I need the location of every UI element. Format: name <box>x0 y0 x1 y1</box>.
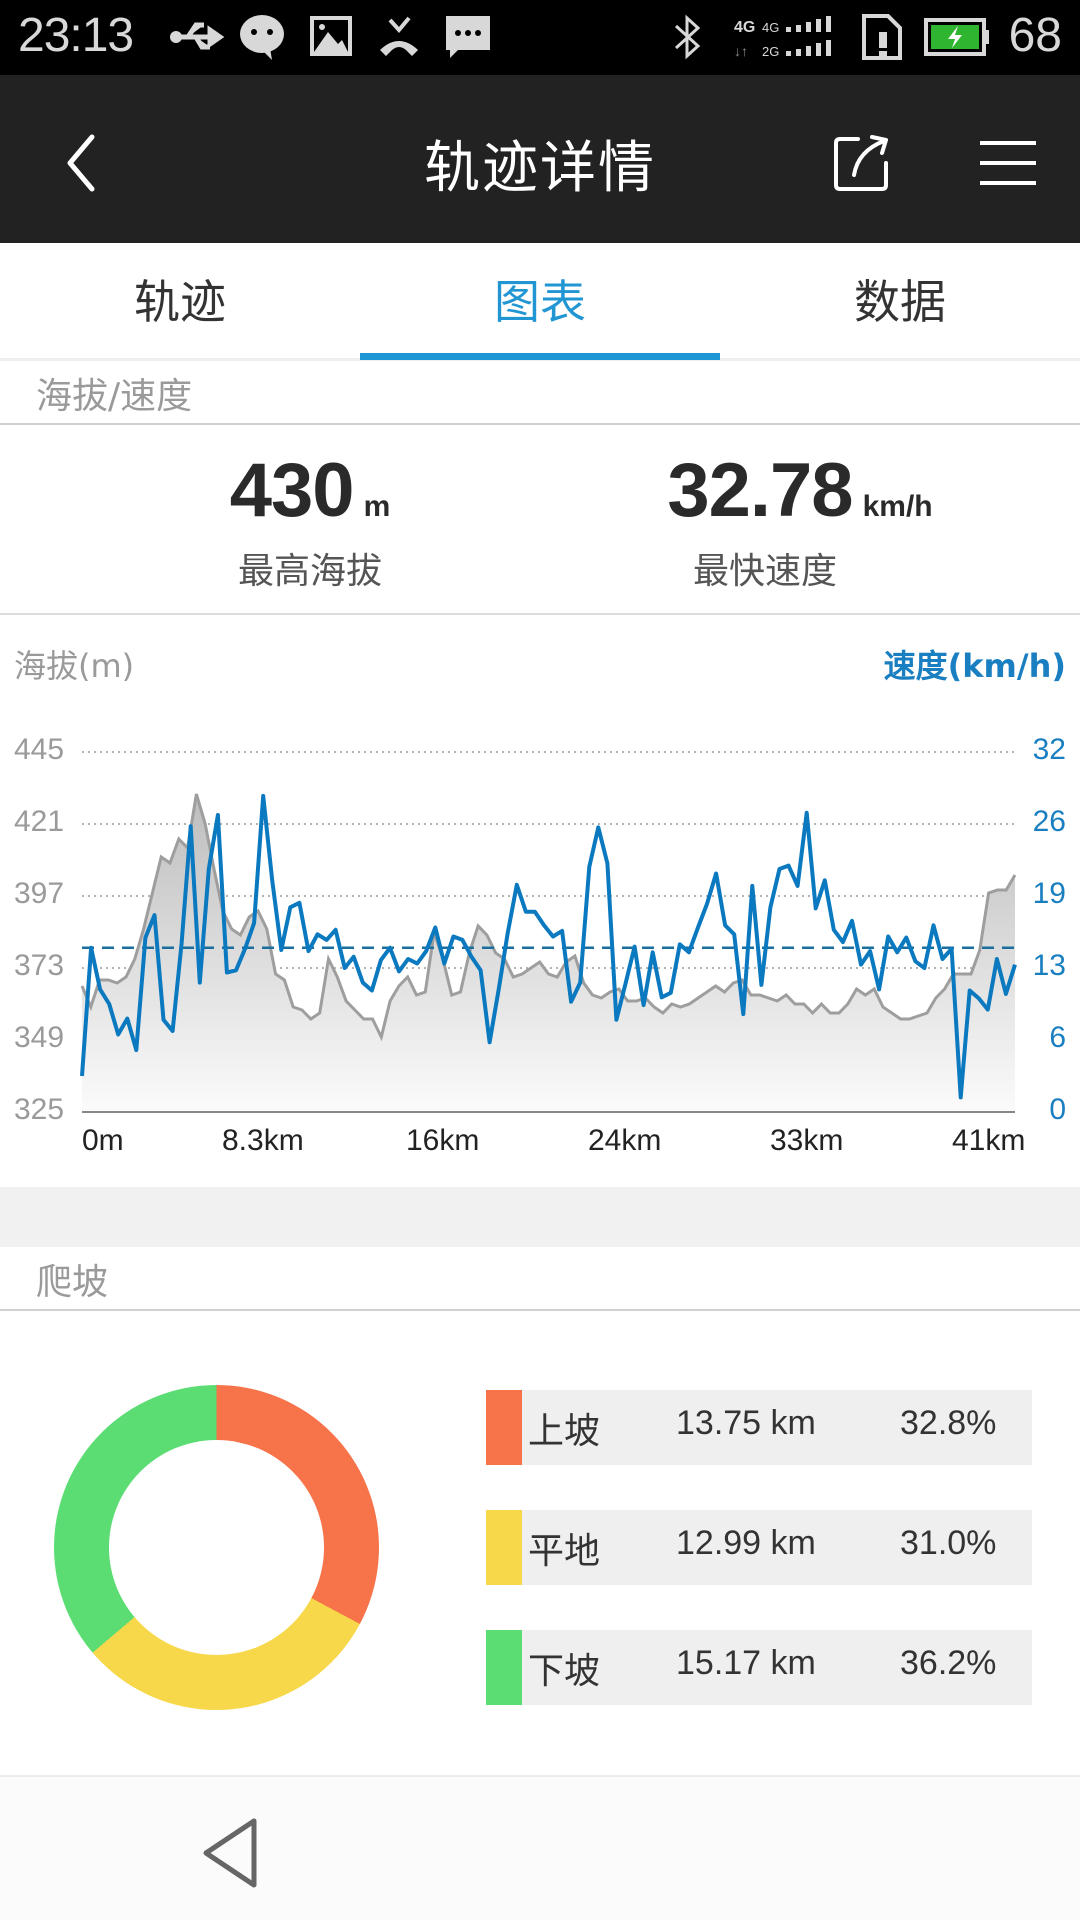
downhill-color-swatch <box>486 1630 522 1705</box>
y-tick-left: 421 <box>14 805 65 838</box>
legend-label: 下坡 <box>528 1651 601 1692</box>
svg-text:↓↑: ↓↑ <box>734 43 748 59</box>
tab-track[interactable]: 轨迹 <box>0 243 360 358</box>
tab-bar: 轨迹 图表 数据 <box>0 243 1080 361</box>
section-header-elevation-speed: 海拔/速度 <box>0 361 1080 425</box>
x-tick: 41km <box>952 1124 1026 1157</box>
missed-call-icon <box>380 16 418 56</box>
section-divider <box>0 1187 1080 1247</box>
tab-data[interactable]: 数据 <box>720 243 1080 358</box>
chart-plot-area <box>80 751 1017 1113</box>
y-tick-left: 445 <box>14 733 65 766</box>
svg-text:2G: 2G <box>762 44 779 59</box>
y-tick-left: 325 <box>14 1093 65 1126</box>
donut-hole <box>109 1440 324 1655</box>
tab-label: 轨迹 <box>134 275 226 329</box>
tab-label: 图表 <box>494 275 586 329</box>
svg-text:4G: 4G <box>762 20 779 35</box>
elevation-speed-chart: 海拔(m) 速度(km/h) 445 421 397 373 349 325 3… <box>0 617 1080 1187</box>
x-tick: 16km <box>406 1124 480 1157</box>
active-tab-indicator <box>360 353 720 360</box>
message-icon <box>446 16 490 58</box>
chevron-left-icon[interactable] <box>48 125 120 197</box>
status-time: 23:13 <box>18 9 134 62</box>
bluetooth-icon <box>674 14 701 60</box>
legend-distance: 13.75 km <box>676 1404 816 1442</box>
y-tick-right: 19 <box>1032 877 1066 910</box>
legend-distance: 15.17 km <box>676 1644 816 1682</box>
x-tick: 24km <box>588 1124 662 1157</box>
max-elevation-value: 430 <box>229 448 355 533</box>
elevation-axis-title: 海拔(m) <box>14 647 135 685</box>
legend-percent: 31.0% <box>900 1524 997 1562</box>
y-tick-right: 13 <box>1032 949 1066 982</box>
section-title: 爬坡 <box>36 1262 109 1303</box>
x-tick: 33km <box>770 1124 844 1157</box>
speed-axis-title: 速度(km/h) <box>883 647 1066 685</box>
battery-percent: 68 <box>1008 9 1062 62</box>
y-tick-left: 373 <box>14 949 65 982</box>
signal-4g-2g-icon: 4G 4G ↓↑ 2G <box>734 16 831 59</box>
elevation-line <box>80 793 1017 1042</box>
x-tick: 8.3km <box>222 1124 304 1157</box>
legend-distance: 12.99 km <box>676 1524 816 1562</box>
legend-row-flat: 平地 12.99 km 31.0% <box>486 1510 1032 1585</box>
climb-donut-chart <box>54 1385 379 1710</box>
sim-alert-icon <box>862 14 902 60</box>
flat-color-swatch <box>486 1510 522 1585</box>
hamburger-menu-icon[interactable] <box>970 125 1050 197</box>
y-tick-left: 349 <box>14 1021 65 1054</box>
stats-summary: 430 m 最高海拔 32.78 km/h 最快速度 <box>0 425 1080 615</box>
max-speed-value: 32.78 <box>667 448 853 533</box>
nav-back-triangle-icon[interactable] <box>200 1817 264 1889</box>
legend-percent: 32.8% <box>900 1404 997 1442</box>
legend-label: 上坡 <box>528 1411 601 1452</box>
max-elevation-label: 最高海拔 <box>237 551 382 592</box>
speed-line <box>80 793 1017 1100</box>
stat-max-elevation: 430 m 最高海拔 <box>150 447 470 594</box>
elevation-area <box>82 794 1015 1112</box>
share-icon[interactable] <box>828 125 900 197</box>
legend-label: 平地 <box>528 1531 601 1572</box>
system-nav-bar <box>0 1775 1080 1920</box>
tab-chart[interactable]: 图表 <box>360 243 720 360</box>
page-title: 轨迹详情 <box>424 136 656 201</box>
y-tick-right: 32 <box>1032 733 1066 766</box>
svg-text:4G: 4G <box>734 19 755 36</box>
y-tick-right: 6 <box>1049 1021 1066 1054</box>
y-tick-right: 0 <box>1049 1093 1066 1126</box>
x-tick: 0m <box>82 1124 124 1157</box>
max-speed-unit: km/h <box>862 490 933 523</box>
max-elevation-unit: m <box>363 490 391 523</box>
image-icon <box>310 16 352 56</box>
legend-percent: 36.2% <box>900 1644 997 1682</box>
usb-icon <box>170 22 225 50</box>
y-tick-left: 397 <box>14 877 65 910</box>
app-bar: 轨迹详情 <box>0 75 1080 243</box>
battery-charging-icon <box>924 18 989 56</box>
y-tick-right: 26 <box>1032 805 1066 838</box>
section-title: 海拔/速度 <box>36 376 193 417</box>
stat-max-speed: 32.78 km/h 最快速度 <box>620 447 980 594</box>
status-bar: 23:13 4G 4G ↓↑ 2G <box>0 0 1080 75</box>
tab-label: 数据 <box>854 275 946 329</box>
uphill-color-swatch <box>486 1390 522 1465</box>
legend-row-uphill: 上坡 13.75 km 32.8% <box>486 1390 1032 1465</box>
wechat-icon <box>240 15 284 60</box>
legend-row-downhill: 下坡 15.17 km 36.2% <box>486 1630 1032 1705</box>
section-header-climb: 爬坡 <box>0 1247 1080 1311</box>
max-speed-label: 最快速度 <box>692 551 837 592</box>
